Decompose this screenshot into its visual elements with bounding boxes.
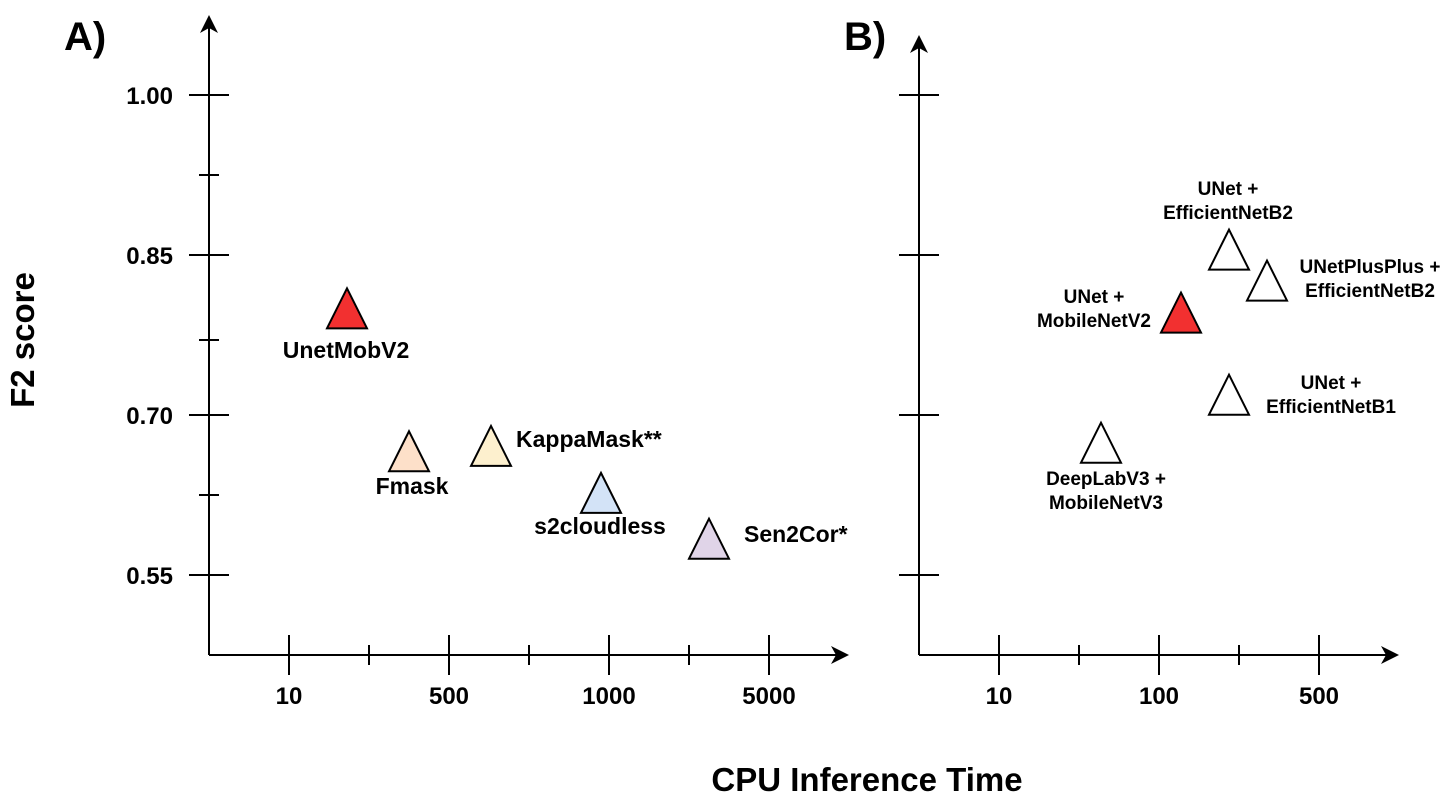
panel-a-point-label: s2cloudless [534, 513, 666, 539]
panel-b-triangle-marker [1079, 420, 1123, 464]
panel-b-x-arrowhead [1381, 646, 1399, 664]
panel-b-x-tick-label: 500 [1299, 683, 1339, 710]
panel-b-point-label-line: EfficientNetB2 [1163, 203, 1293, 224]
x-axis-title: CPU Inference Time [711, 761, 1022, 798]
panel-a-triangle-marker [579, 470, 623, 514]
data-points [325, 227, 1289, 560]
panel-b-point-label: UNet + EfficientNetB2 [1163, 179, 1293, 224]
y-axis-title: F2 score [4, 272, 41, 408]
panel-b-point-label-line: EfficientNetB2 [1305, 281, 1435, 302]
panel-b-point-label-line: DeepLabV3 + [1046, 469, 1166, 490]
panel-a-point-label: Fmask [376, 473, 449, 499]
panel-b-axes [918, 42, 1390, 656]
panel-b-triangle-marker [1159, 290, 1203, 334]
tick-marks [189, 94, 1320, 675]
panel-a-y-tick-label: 0.70 [126, 403, 173, 430]
panel-a-point-label: KappaMask** [516, 426, 662, 452]
panel-a-x-tick-label: 5000 [742, 683, 795, 710]
panel-a-x-tick-label: 1000 [582, 683, 635, 710]
panel-a-y-tick-label: 0.55 [126, 563, 173, 590]
panel-a-y-tick-label: 1.00 [126, 83, 173, 110]
panel-a-triangle-marker [387, 429, 431, 473]
panel-a-y-tick-label: 0.85 [126, 243, 173, 270]
panel-a-triangle-marker [325, 286, 369, 330]
point-labels: UnetMobV2 Fmask KappaMask** s2cloudless Sen2… [283, 179, 1441, 547]
panel-b-point-label-line: UNet + [1198, 179, 1259, 200]
panel-b-point-label-line: EfficientNetB1 [1266, 397, 1396, 418]
tick-labels: 1.00 0.85 0.70 0.55 10 500 1000 5000 10 100 500 [126, 83, 1339, 710]
panel-b-triangle-marker [1245, 258, 1289, 302]
panel-b-point-label: DeepLabV3 + MobileNetV3 [1046, 469, 1166, 514]
panel-b-triangle-marker [1207, 372, 1251, 416]
panel-a-axes [208, 22, 840, 656]
panel-a-x-tick-label: 10 [276, 683, 303, 710]
panel-b-point-label-line: MobileNetV3 [1049, 493, 1163, 514]
panel-b-point-label-line: MobileNetV2 [1037, 311, 1151, 332]
panel-b-point-label: UNet + MobileNetV2 [1037, 287, 1151, 332]
panel-b-point-label: UNetPlusPlus + EfficientNetB2 [1300, 257, 1441, 302]
panel-a-triangle-marker [469, 423, 513, 467]
panel-b-point-label-line: UNet + [1301, 373, 1362, 394]
panel-a-point-label: Sen2Cor* [744, 521, 848, 547]
panel-b-x-tick-label: 100 [1139, 683, 1179, 710]
panel-b-y-arrowhead [910, 35, 928, 53]
panel-a-triangle-marker [687, 516, 731, 560]
panel-b-triangle-marker [1207, 227, 1251, 271]
panel-b-point-label-line: UNetPlusPlus + [1300, 257, 1441, 278]
panel-b-point-label-line: UNet + [1064, 287, 1125, 308]
panel-a-y-arrowhead [200, 15, 218, 33]
panel-b-point-label: UNet + EfficientNetB1 [1266, 373, 1396, 418]
panel-b-label: B) [844, 15, 886, 59]
panel-a-point-label: UnetMobV2 [283, 337, 410, 363]
panel-b-x-tick-label: 10 [986, 683, 1013, 710]
panel-a-x-tick-label: 500 [429, 683, 469, 710]
panel-a-x-arrowhead [831, 646, 849, 664]
panel-a-label: A) [64, 15, 106, 59]
